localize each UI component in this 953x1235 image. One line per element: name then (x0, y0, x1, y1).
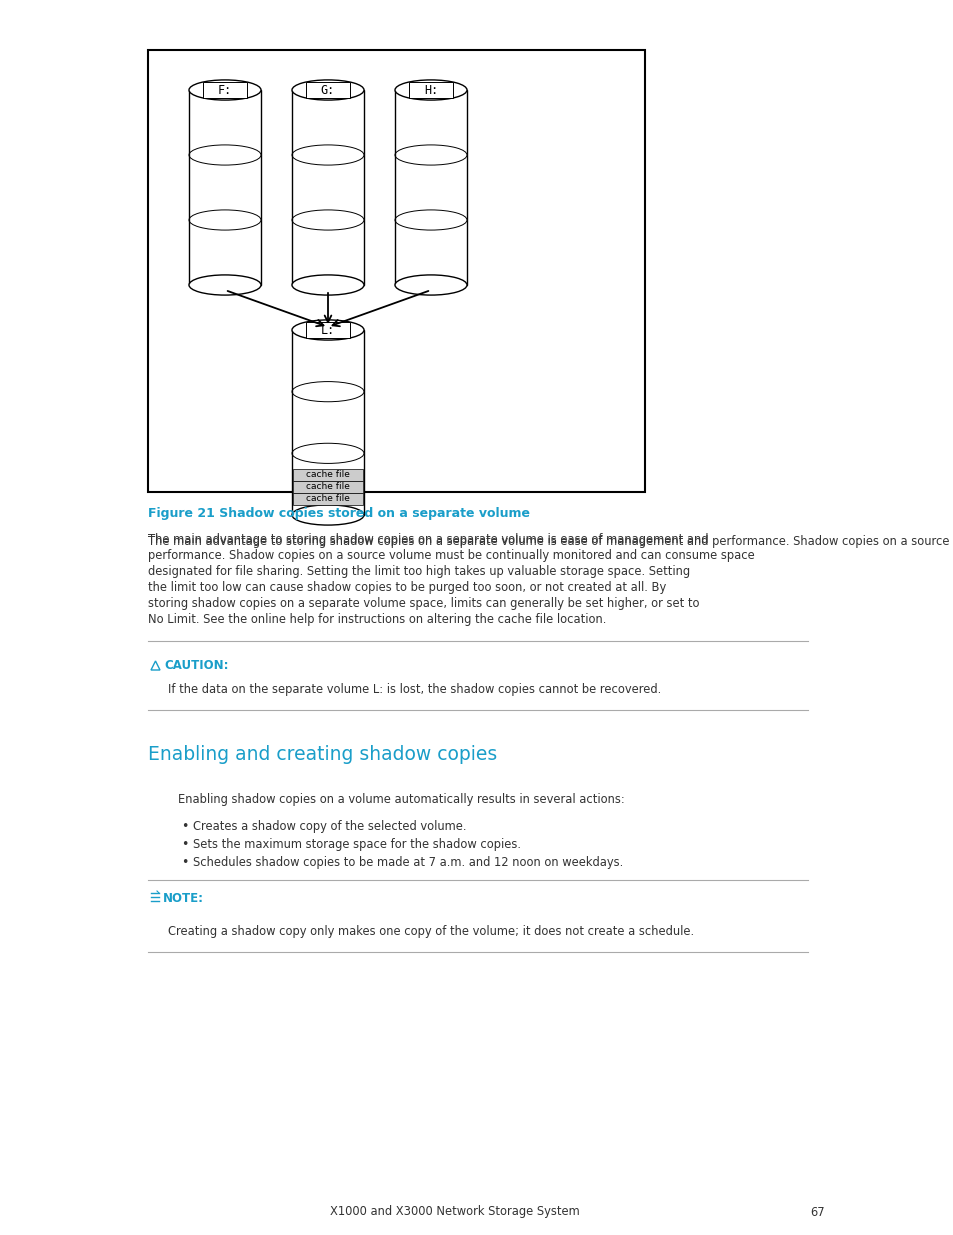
Bar (292, 90, 364, 285)
Text: F:: F: (217, 84, 232, 96)
Text: NOTE:: NOTE: (163, 893, 204, 905)
Text: L:: L: (320, 324, 335, 336)
Text: X1000 and X3000 Network Storage System: X1000 and X3000 Network Storage System (330, 1205, 579, 1219)
Text: cache file: cache file (306, 494, 350, 504)
Text: If the data on the separate volume L: is lost, the shadow copies cannot be recov: If the data on the separate volume L: is… (168, 683, 660, 697)
Ellipse shape (189, 80, 261, 100)
Ellipse shape (395, 275, 467, 295)
Text: Enabling and creating shadow copies: Enabling and creating shadow copies (148, 745, 497, 764)
Text: CAUTION:: CAUTION: (164, 659, 229, 672)
Text: •: • (181, 856, 188, 869)
Bar (203, 82, 246, 98)
Text: Creating a shadow copy only makes one copy of the volume; it does not create a s: Creating a shadow copy only makes one co… (168, 925, 694, 939)
Text: Figure 21 Shadow copies stored on a separate volume: Figure 21 Shadow copies stored on a sepa… (148, 508, 530, 520)
Ellipse shape (189, 275, 261, 295)
Ellipse shape (292, 505, 364, 525)
Text: cache file: cache file (306, 483, 350, 492)
Text: •: • (181, 839, 188, 851)
Text: designated for file sharing. Setting the limit too high takes up valuable storag: designated for file sharing. Setting the… (148, 564, 689, 578)
Text: the limit too low can cause shadow copies to be purged too soon, or not created : the limit too low can cause shadow copie… (148, 580, 665, 594)
Text: G:: G: (320, 84, 335, 96)
Bar (306, 82, 349, 98)
Bar (293, 480, 363, 493)
Ellipse shape (292, 320, 364, 340)
Bar (293, 493, 363, 505)
Bar (409, 82, 452, 98)
Text: Sets the maximum storage space for the shadow copies.: Sets the maximum storage space for the s… (193, 839, 520, 851)
Ellipse shape (292, 275, 364, 295)
Text: The main advantage to storing shadow copies on a separate volume is ease of mana: The main advantage to storing shadow cop… (148, 535, 953, 548)
Text: storing shadow copies on a separate volume space, limits can generally be set hi: storing shadow copies on a separate volu… (148, 597, 699, 610)
Ellipse shape (292, 80, 364, 100)
Bar (395, 90, 467, 285)
Text: performance. Shadow copies on a source volume must be continually monitored and : performance. Shadow copies on a source v… (148, 550, 754, 562)
Text: Schedules shadow copies to be made at 7 a.m. and 12 noon on weekdays.: Schedules shadow copies to be made at 7 … (193, 856, 622, 869)
Bar (306, 322, 349, 338)
Text: H:: H: (423, 84, 437, 96)
Bar (293, 469, 363, 480)
Text: 67: 67 (809, 1205, 823, 1219)
Text: Enabling shadow copies on a volume automatically results in several actions:: Enabling shadow copies on a volume autom… (178, 793, 624, 806)
Ellipse shape (395, 80, 467, 100)
Bar (292, 330, 364, 515)
Bar (189, 90, 261, 285)
Text: cache file: cache file (306, 471, 350, 479)
Text: •: • (181, 820, 188, 832)
Text: Creates a shadow copy of the selected volume.: Creates a shadow copy of the selected vo… (193, 820, 466, 832)
Bar (148, 49, 644, 492)
Text: The main advantage to storing shadow copies on a separate volume is ease of mana: The main advantage to storing shadow cop… (148, 534, 708, 546)
Text: No Limit. See the online help for instructions on altering the cache file locati: No Limit. See the online help for instru… (148, 613, 606, 626)
